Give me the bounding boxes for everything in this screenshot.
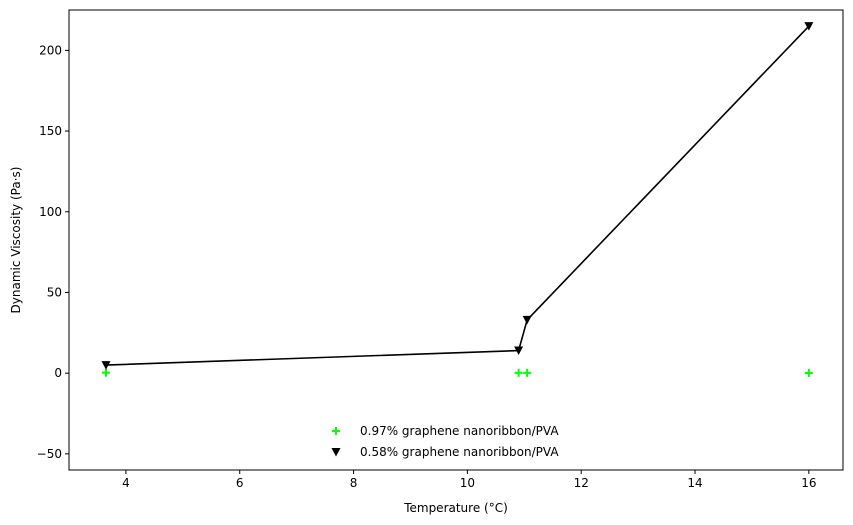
x-tick-label: 6: [236, 476, 244, 490]
legend-label: 0.58% graphene nanoribbon/PVA: [360, 445, 559, 459]
y-tick-label: 50: [47, 285, 62, 299]
data-point: [101, 368, 110, 377]
x-tick-label: 8: [350, 476, 358, 490]
y-tick-label: 0: [54, 366, 62, 380]
x-axis: 4 6 8 10 12 14 16: [122, 470, 816, 490]
y-tick-label: 150: [39, 124, 62, 138]
series-line: [105, 25, 810, 366]
series-0: [101, 368, 813, 377]
series-layer: [101, 22, 814, 377]
series-1: [101, 22, 814, 370]
x-tick-label: 14: [687, 476, 702, 490]
data-point: [522, 315, 532, 325]
x-tick-label: 16: [801, 476, 816, 490]
y-axis: −50 0 50 100 150 200: [37, 43, 69, 461]
data-point: [514, 346, 524, 356]
x-axis-label: Temperature (°C): [403, 501, 508, 515]
data-point: [523, 368, 532, 377]
legend: 0.97% graphene nanoribbon/PVA 0.58% grap…: [331, 424, 559, 459]
legend-marker: [331, 448, 341, 457]
data-point: [804, 22, 814, 31]
y-tick-label: 200: [39, 43, 62, 57]
plot-frame: [68, 9, 844, 471]
y-axis-label: Dynamic Viscosity (Pa·s): [9, 167, 23, 314]
data-point: [514, 368, 523, 377]
x-tick-label: 12: [574, 476, 589, 490]
legend-label: 0.97% graphene nanoribbon/PVA: [360, 424, 559, 438]
y-tick-label: −50: [37, 447, 62, 461]
data-point: [101, 361, 111, 370]
y-tick-label: 100: [39, 205, 62, 219]
x-tick-label: 10: [460, 476, 475, 490]
x-tick-label: 4: [122, 476, 130, 490]
legend-marker: [332, 427, 340, 435]
data-point: [804, 368, 813, 377]
